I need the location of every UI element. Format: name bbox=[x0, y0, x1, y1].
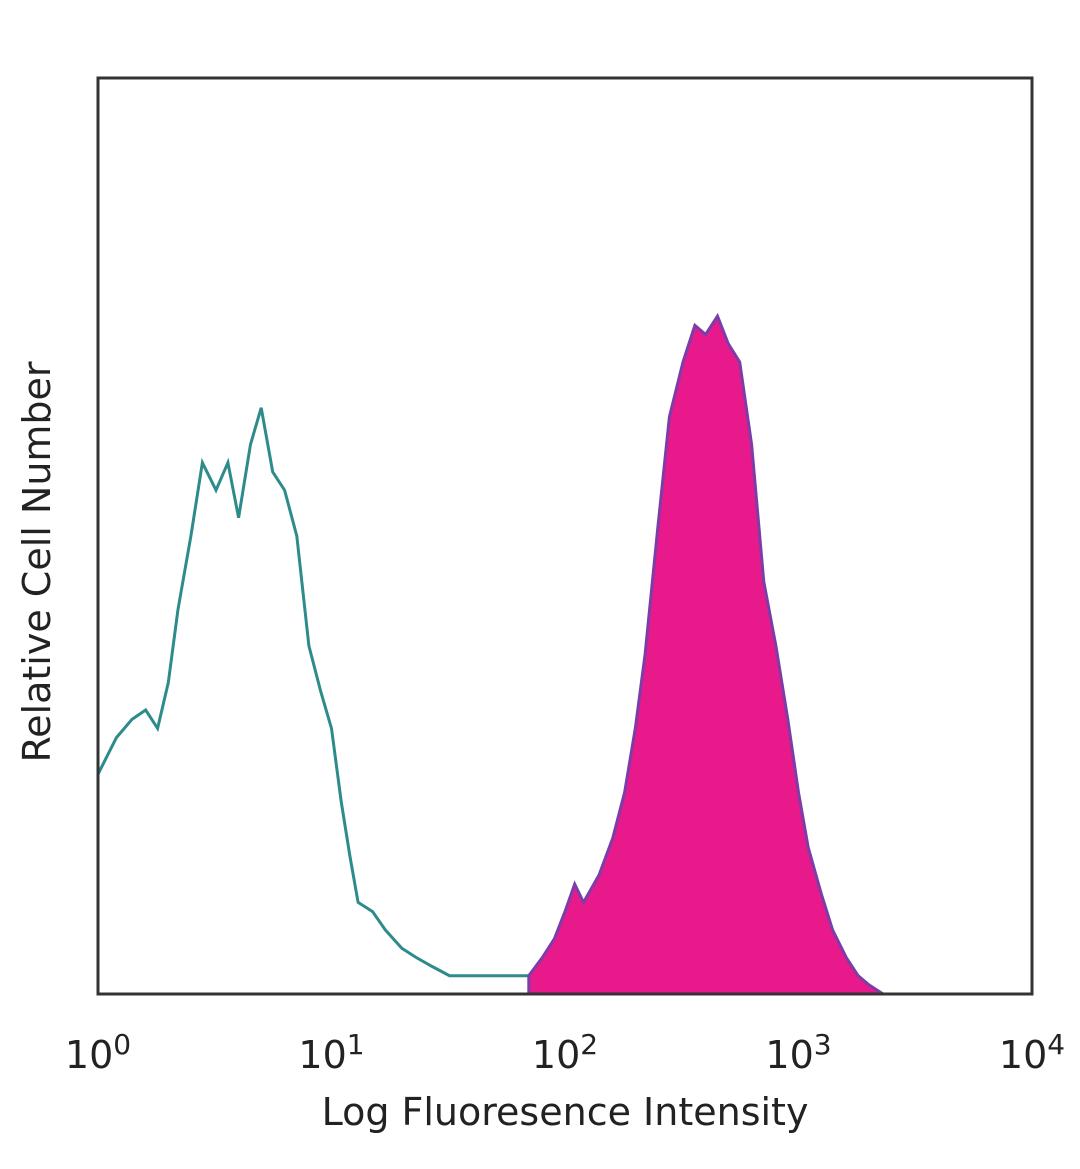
x-tick-label: 101 bbox=[298, 1028, 364, 1077]
x-axis-label: Log Fluoresence Intensity bbox=[322, 1090, 809, 1134]
x-tick-label: 103 bbox=[765, 1028, 831, 1077]
plot-area bbox=[96, 312, 889, 996]
x-tick-label: 104 bbox=[999, 1028, 1065, 1077]
histogram-filled-series bbox=[527, 312, 889, 996]
y-axis-label: Relative Cell Number bbox=[15, 361, 59, 762]
histogram-outline-series bbox=[96, 407, 543, 978]
x-tick-label: 100 bbox=[65, 1028, 131, 1077]
x-axis-ticks: 100 101 102 103 104 bbox=[65, 1028, 1065, 1077]
plot-frame bbox=[96, 76, 1034, 996]
x-tick-label: 102 bbox=[532, 1028, 598, 1077]
